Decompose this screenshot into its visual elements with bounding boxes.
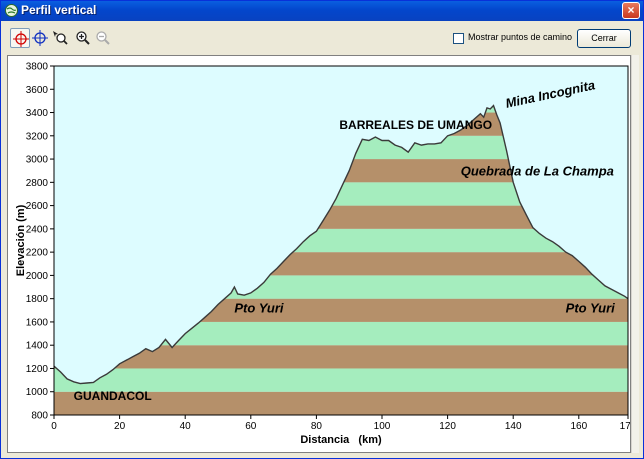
chart-annotation: GUANDACOL — [74, 389, 152, 403]
close-button[interactable]: Cerrar — [577, 29, 631, 48]
zoom-in-icon — [76, 31, 90, 45]
y-tick-label: 800 — [31, 411, 48, 422]
y-tick-label: 3000 — [26, 155, 49, 166]
pan-tool[interactable] — [50, 28, 70, 48]
elevation-band — [54, 321, 628, 346]
y-tick-label: 2000 — [26, 271, 49, 282]
y-tick-label: 2600 — [26, 201, 49, 212]
elevation-profile-chart: 8001000120014001600180020002200240026002… — [15, 62, 630, 447]
show-waypoints-label[interactable]: Mostrar puntos de camino — [468, 32, 573, 42]
y-tick-label: 3400 — [26, 108, 49, 119]
plot-frame — [53, 65, 629, 416]
chart-annotation: Pto Yuri — [566, 301, 616, 316]
x-tick-label: 20 — [114, 421, 126, 432]
zoom-in-tool[interactable] — [73, 28, 93, 48]
elevation-band — [54, 345, 628, 369]
crosshair-red-icon — [13, 31, 29, 47]
crosshair-blue-icon — [32, 30, 48, 46]
toolbar: Mostrar puntos de camino Cerrar — [1, 21, 643, 55]
zoom-out-tool[interactable] — [93, 28, 113, 48]
select-point-tool[interactable] — [10, 28, 30, 48]
x-tick-label: 0 — [51, 421, 57, 432]
title-bar[interactable]: Perfil vertical × — [1, 1, 643, 21]
x-axis-label: Distancia (km) — [300, 434, 382, 446]
y-axis-label: Elevación (m) — [15, 204, 27, 276]
profile-line — [53, 104, 629, 385]
x-tick-label: 160 — [570, 421, 587, 432]
show-waypoints-checkbox[interactable] — [453, 33, 464, 44]
y-tick-label: 2800 — [26, 178, 49, 189]
chart-annotation: Pto Yuri — [234, 301, 284, 316]
y-tick-label: 1800 — [26, 294, 49, 305]
y-tick-label: 1400 — [26, 341, 49, 352]
y-tick-label: 3800 — [26, 62, 49, 73]
close-icon: × — [627, 3, 635, 17]
y-tick-label: 3600 — [26, 85, 49, 96]
y-tick-label: 1200 — [26, 364, 49, 375]
x-tick-label: 80 — [311, 421, 323, 432]
app-globe-icon — [5, 4, 18, 17]
elevation-band — [54, 391, 628, 415]
close-window-button[interactable]: × — [622, 2, 640, 19]
y-tick-label: 1600 — [26, 317, 49, 328]
magnifier-arrow-icon — [53, 31, 68, 45]
chart-annotation: BARREALES DE UMANGO — [339, 118, 492, 132]
y-tick-label: 2200 — [26, 248, 49, 259]
x-tick-label: 140 — [505, 421, 522, 432]
window-title: Perfil vertical — [21, 3, 97, 17]
y-tick-label: 3200 — [26, 131, 49, 142]
y-tick-label: 2400 — [26, 224, 49, 235]
x-tick-label: 120 — [439, 421, 456, 432]
elevation-band — [54, 368, 628, 392]
zoom-out-icon — [96, 31, 110, 45]
x-tick-label: 100 — [374, 421, 391, 432]
chart-annotation: Quebrada de La Champa — [461, 163, 614, 178]
x-tick-label: 175 — [620, 421, 630, 432]
x-tick-label: 60 — [245, 421, 257, 432]
move-point-tool[interactable] — [30, 28, 50, 48]
x-tick-label: 40 — [180, 421, 192, 432]
y-tick-label: 1000 — [26, 387, 49, 398]
vertical-scrollbar[interactable] — [631, 55, 639, 453]
